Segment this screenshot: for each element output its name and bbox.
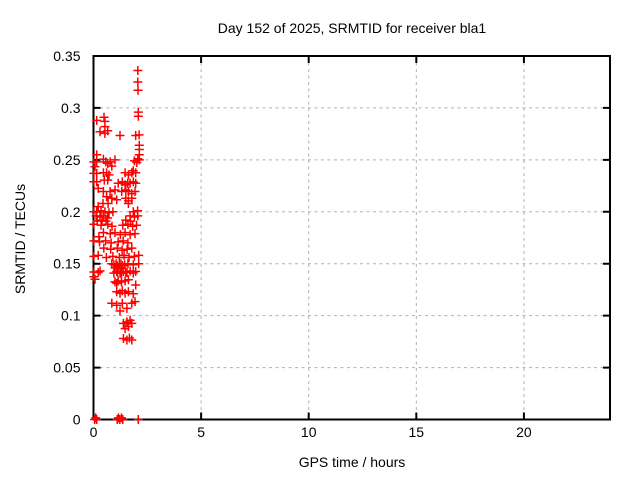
y-tick-label: 0.35 — [53, 48, 80, 64]
y-tick-label: 0.05 — [53, 360, 80, 376]
x-tick-label: 10 — [301, 424, 317, 440]
x-tick-label: 0 — [90, 424, 98, 440]
data-points-srmtid — [89, 66, 144, 424]
x-axis-label: GPS time / hours — [298, 454, 406, 470]
grid-lines — [93, 56, 610, 420]
y-tick-label: 0.3 — [61, 100, 81, 116]
plot-border — [92, 55, 611, 421]
x-tick-label: 5 — [197, 424, 205, 440]
tick-marks — [92, 55, 610, 421]
y-tick-label: 0.15 — [53, 256, 80, 272]
y-tick-label: 0.2 — [61, 204, 81, 220]
x-tick-label: 20 — [516, 424, 532, 440]
x-tick-label: 15 — [409, 424, 425, 440]
y-tick-label: 0 — [73, 412, 81, 428]
y-tick-label: 0.1 — [61, 308, 81, 324]
y-tick-label: 0.25 — [53, 152, 80, 168]
chart-title: Day 152 of 2025, SRMTID for receiver bla… — [217, 20, 487, 36]
